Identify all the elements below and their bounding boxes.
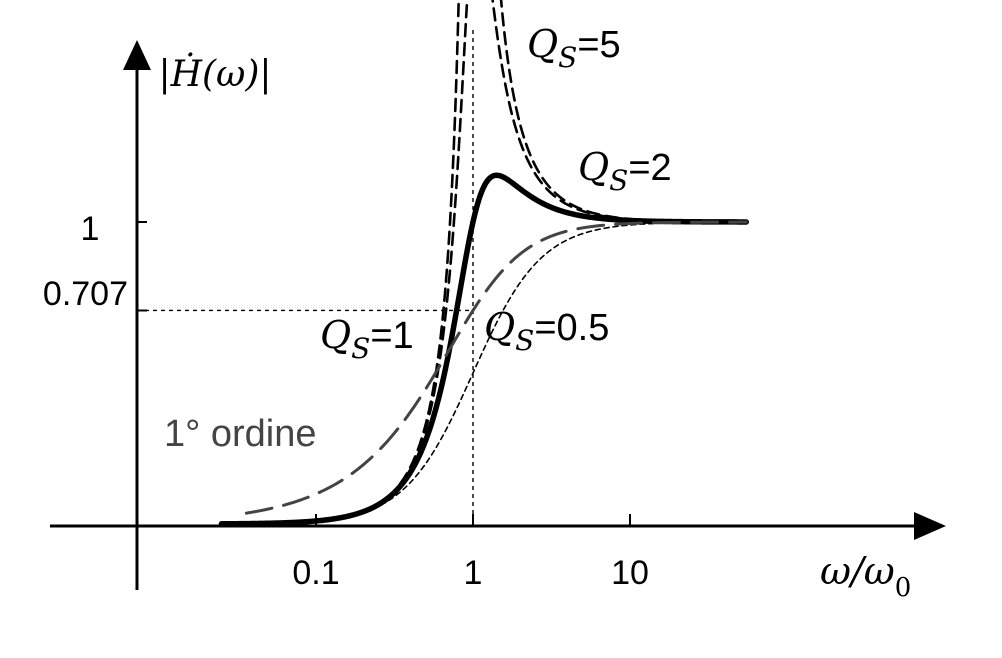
series-label-0: QS=5 — [527, 22, 621, 74]
series-label-var-2: Q — [320, 313, 351, 357]
series-label-sub-3: S — [515, 324, 534, 357]
x-axis-label-main: ω/ω — [820, 549, 895, 593]
series-label-var-1: Q — [578, 145, 609, 189]
series-label-2: QS=1 — [320, 313, 414, 365]
series-label-val-1: =2 — [628, 147, 671, 189]
x-tick-label-0: 0.1 — [292, 554, 339, 592]
series-label-var-0: Q — [527, 22, 558, 66]
x-tick-label-2: 10 — [611, 554, 649, 592]
y-axis-arrowhead — [123, 40, 151, 70]
series-line-3 — [220, 221, 748, 525]
series-label-sub-0: S — [558, 41, 577, 74]
x-tick-label-1: 1 — [464, 554, 483, 592]
series-label-val-3: =0.5 — [534, 307, 609, 349]
series-label-val-2: =1 — [370, 315, 413, 357]
series-label-sub-1: S — [609, 164, 628, 197]
series-label-4: 1° ordine — [164, 413, 317, 455]
y-tick-label-0: 1 — [81, 210, 100, 248]
y-tick-label-1: 0.707 — [43, 275, 128, 313]
y-axis-label: |Ḣ(ω)| — [158, 53, 271, 95]
series-label-sub-2: S — [351, 332, 370, 365]
x-axis-label: ω/ω0 — [820, 549, 911, 603]
x-axis-arrowhead — [914, 512, 946, 540]
series-label-3: QS=0.5 — [484, 305, 609, 357]
x-axis-label-sub: 0 — [895, 573, 912, 603]
series-label-val-0: =5 — [577, 24, 620, 66]
series-label-1: QS=2 — [578, 145, 672, 197]
series-line-4 — [244, 220, 748, 515]
series-label-var-3: Q — [484, 305, 515, 349]
